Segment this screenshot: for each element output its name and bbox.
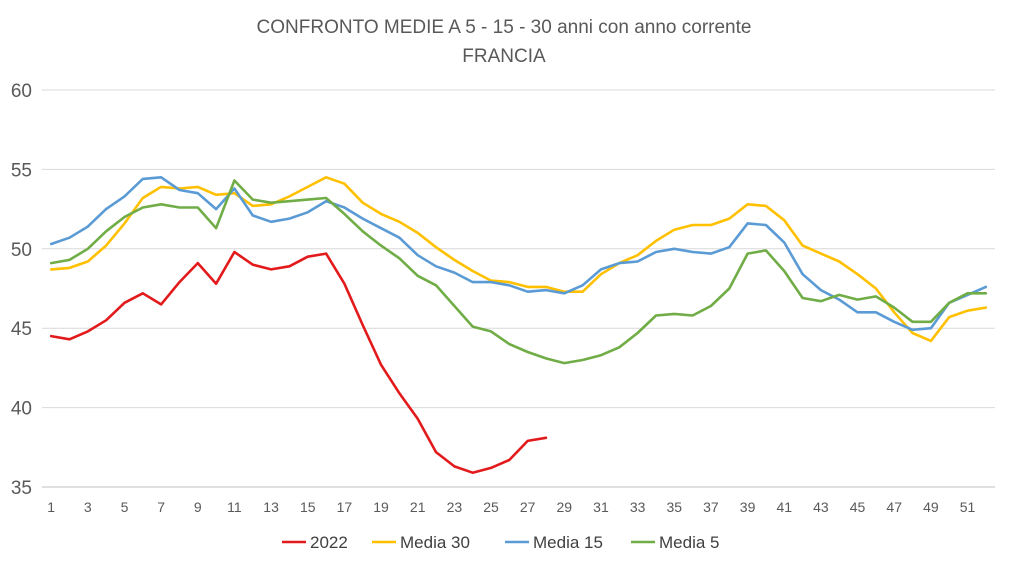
x-axis-labels: 1 3 5 7 9 11 13 15 17 19 21 23 25 27 29 31 33 35 37 39 41 43 4… (47, 499, 975, 515)
x-tick-label: 47 (886, 499, 902, 515)
x-tick-label: 7 (157, 499, 165, 515)
x-tick-label: 1 (47, 499, 55, 515)
y-tick-label: 40 (11, 399, 32, 420)
x-tick-label: 33 (630, 499, 646, 515)
x-tick-label: 51 (960, 499, 976, 515)
x-tick-label: 5 (121, 499, 129, 515)
legend-label: Media 15 (533, 533, 603, 552)
legend-label: Media 5 (659, 533, 719, 552)
chart-subtitle: FRANCIA (462, 46, 546, 67)
x-tick-label: 31 (593, 499, 609, 515)
chart-title: CONFRONTO MEDIE A 5 - 15 - 30 anni con a… (257, 17, 752, 38)
x-tick-label: 23 (447, 499, 463, 515)
x-tick-label: 21 (410, 499, 426, 515)
legend-label: Media 30 (400, 533, 470, 552)
x-tick-label: 27 (520, 499, 536, 515)
y-tick-label: 50 (11, 240, 32, 261)
gridlines (42, 89, 995, 488)
x-tick-label: 49 (923, 499, 939, 515)
x-tick-label: 41 (776, 499, 792, 515)
series-line-media-5 (49, 179, 988, 365)
series-lines (49, 176, 988, 474)
x-tick-label: 9 (194, 499, 202, 515)
y-axis-labels: 35 40 45 50 55 60 (11, 81, 32, 499)
legend-label: 2022 (310, 533, 348, 552)
x-tick-label: 13 (263, 499, 279, 515)
series-line-media-30 (49, 176, 988, 343)
x-tick-label: 25 (483, 499, 499, 515)
y-tick-label: 35 (11, 478, 32, 499)
legend-item-media-15: Media 15 (505, 533, 603, 552)
x-tick-label: 39 (740, 499, 756, 515)
legend-item-2022: 2022 (282, 533, 348, 552)
legend: 2022 Media 30 Media 15 Media 5 (282, 533, 719, 552)
legend-item-media-30: Media 30 (372, 533, 470, 552)
x-tick-label: 35 (666, 499, 682, 515)
x-tick-label: 17 (337, 499, 353, 515)
y-tick-label: 45 (11, 319, 32, 340)
x-tick-label: 11 (227, 499, 242, 515)
x-tick-label: 43 (813, 499, 829, 515)
y-tick-label: 60 (11, 81, 32, 102)
x-tick-label: 19 (373, 499, 389, 515)
legend-item-media-5: Media 5 (631, 533, 719, 552)
x-tick-label: 45 (850, 499, 866, 515)
x-tick-label: 15 (300, 499, 316, 515)
series-line-2022 (49, 250, 548, 474)
x-tick-label: 3 (84, 499, 92, 515)
y-tick-label: 55 (11, 160, 32, 181)
x-tick-label: 29 (557, 499, 573, 515)
series-line-media-15 (49, 176, 988, 332)
x-tick-label: 37 (703, 499, 719, 515)
